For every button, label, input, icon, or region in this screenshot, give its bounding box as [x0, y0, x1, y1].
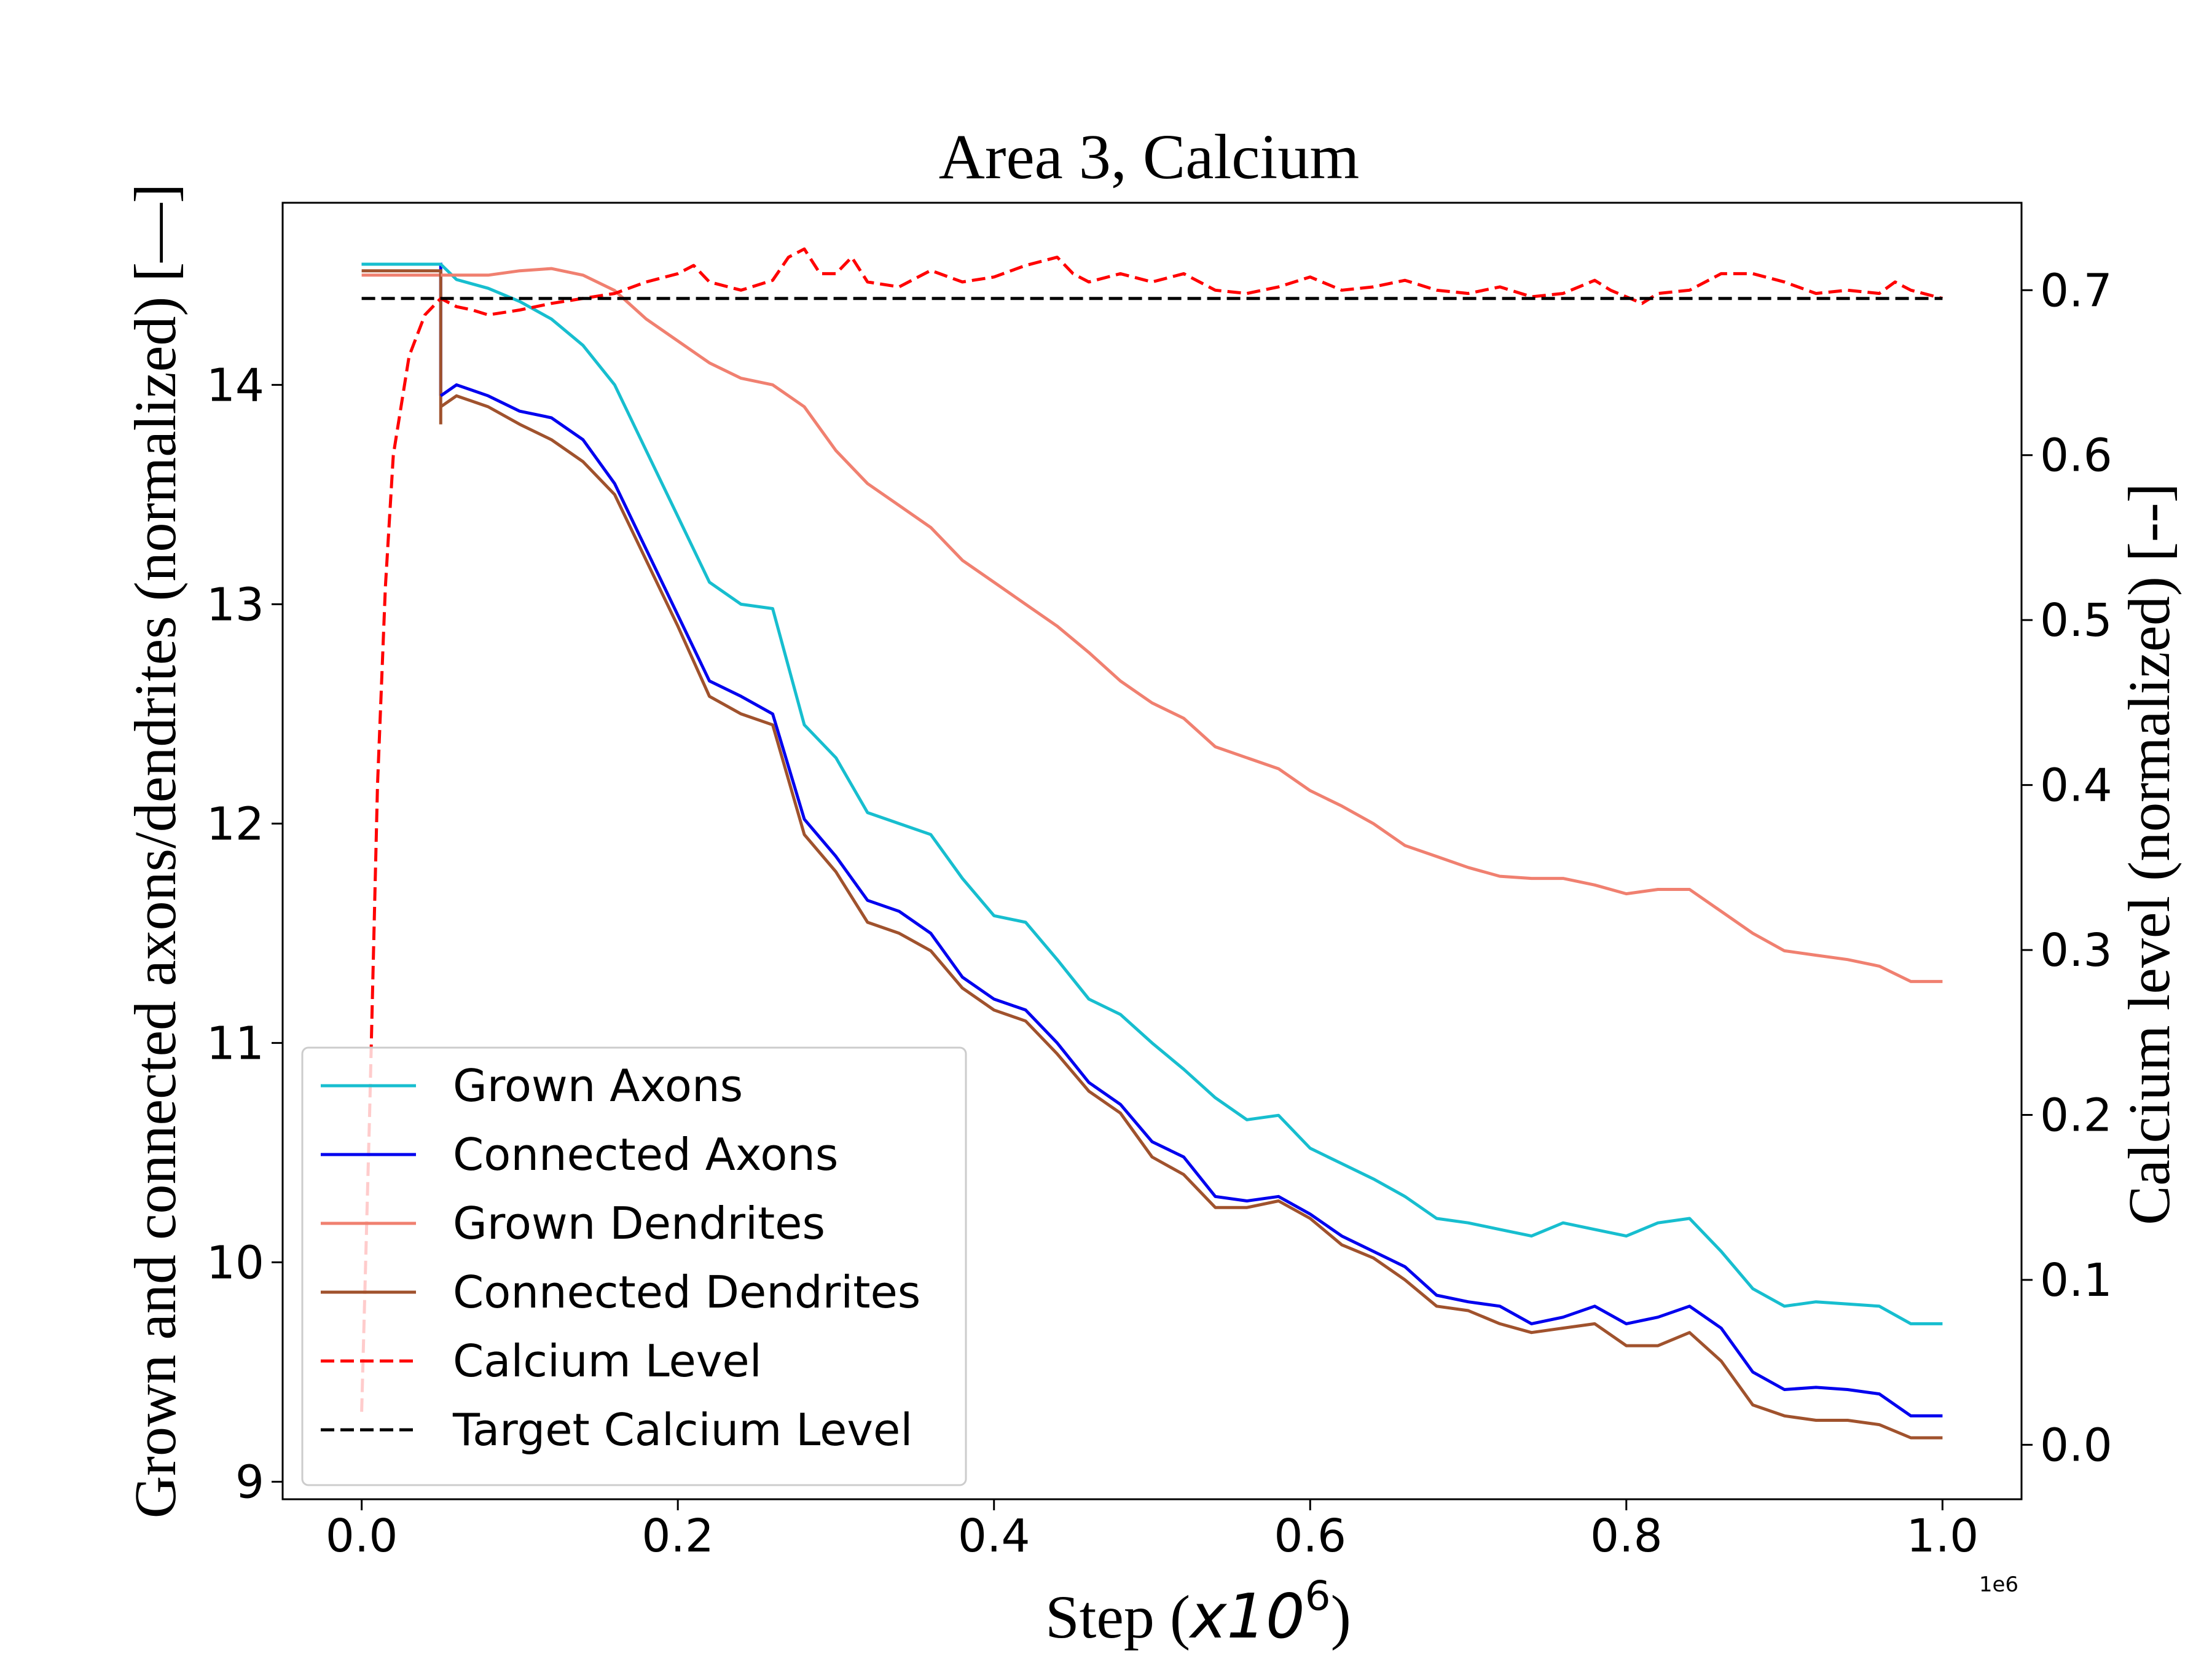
series-segment-1: [361, 262, 442, 396]
x-tick-label: 0.8: [1590, 1510, 1663, 1563]
legend: Grown Axons Connected Axons Grown Dendrite…: [301, 1046, 967, 1486]
legend-box: [301, 1046, 967, 1486]
legend-label-grown-axons: Grown Axons: [453, 1060, 743, 1112]
y-right-tick-label: 0.6: [2040, 429, 2112, 482]
y-left-axis-label: Grown and connected axons/dendrites (nor…: [122, 184, 188, 1519]
series-line-grown-dendrites: [441, 267, 1943, 983]
x-tick-label: 0.0: [326, 1510, 398, 1563]
x-tick-label: 0.4: [958, 1510, 1030, 1563]
y-right-tick-label: 0.7: [2040, 264, 2112, 317]
series-line-connected-dendrites: [439, 394, 1943, 1440]
y-left-tick-label: 14: [206, 359, 264, 412]
series-line-calcium-level: [360, 247, 1943, 1412]
y-right-axis-ticks: 0.0 0.1 0.2 0.3 0.4 0.5 0.6 0.7: [2022, 264, 2112, 1472]
y-left-tick-label: 13: [206, 578, 264, 631]
plot-area: [360, 247, 1943, 1440]
series-segment-3: [361, 269, 442, 425]
x-tick-label: 0.2: [641, 1510, 714, 1563]
y-right-tick-label: 0.2: [2040, 1089, 2112, 1142]
legend-label-target-calcium-level: Target Calcium Level: [452, 1404, 912, 1456]
y-left-axis-ticks: 9 10 11 12 13 14: [206, 359, 283, 1508]
legend-label-grown-dendrites: Grown Dendrites: [453, 1198, 825, 1249]
x-axis-ticks: 0.0 0.2 0.4 0.6 0.8 1.0: [326, 1499, 1979, 1563]
y-right-tick-label: 0.4: [2040, 759, 2112, 812]
plot-border: [281, 202, 2023, 1500]
legend-label-connected-axons: Connected Axons: [453, 1129, 838, 1180]
y-left-tick-label: 12: [206, 798, 264, 850]
x-axis-label: Step (x106): [1045, 1572, 1351, 1652]
y-right-tick-label: 0.0: [2040, 1419, 2112, 1472]
legend-label-connected-dendrites: Connected Dendrites: [453, 1266, 920, 1318]
legend-label-calcium-level: Calcium Level: [453, 1335, 762, 1387]
series-line-connected-axons: [439, 383, 1943, 1418]
x-axis-offset-text: 1e6: [1979, 1572, 2018, 1597]
series-line-grown-axons: [361, 262, 1943, 1325]
x-tick-label: 1.0: [1907, 1510, 1979, 1563]
y-left-tick-label: 11: [206, 1017, 264, 1070]
y-right-tick-label: 0.1: [2040, 1254, 2112, 1307]
y-left-tick-label: 9: [235, 1456, 264, 1508]
y-left-tick-label: 10: [206, 1236, 264, 1289]
axes-frame: [281, 202, 2023, 1500]
x-tick-label: 0.6: [1274, 1510, 1346, 1563]
y-right-tick-label: 0.5: [2040, 594, 2112, 647]
chart-title: Area 3, Calcium: [939, 122, 1359, 192]
y-right-tick-label: 0.3: [2040, 924, 2112, 977]
y-right-axis-label: Calcium level (normalized) [--]: [2116, 483, 2182, 1225]
